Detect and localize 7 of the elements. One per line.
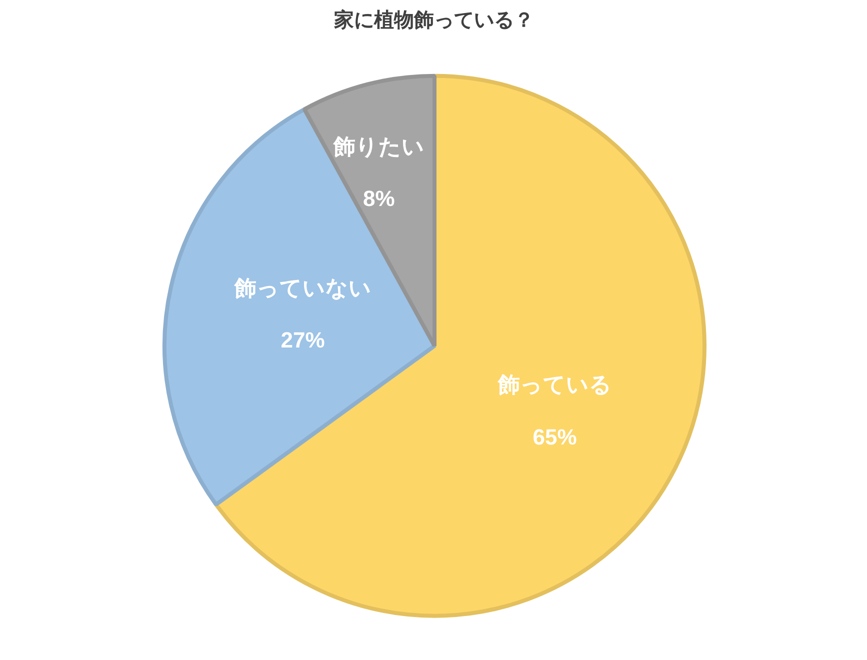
slice-label: 飾っている <box>496 373 612 398</box>
chart-title: 家に植物飾っている？ <box>333 8 534 32</box>
slice-label: 飾っていない <box>233 276 372 302</box>
slice-label: 飾りたい <box>332 134 424 160</box>
data-label: 8% <box>362 186 395 211</box>
data-label: 65% <box>532 424 577 450</box>
data-label: 27% <box>280 328 325 353</box>
